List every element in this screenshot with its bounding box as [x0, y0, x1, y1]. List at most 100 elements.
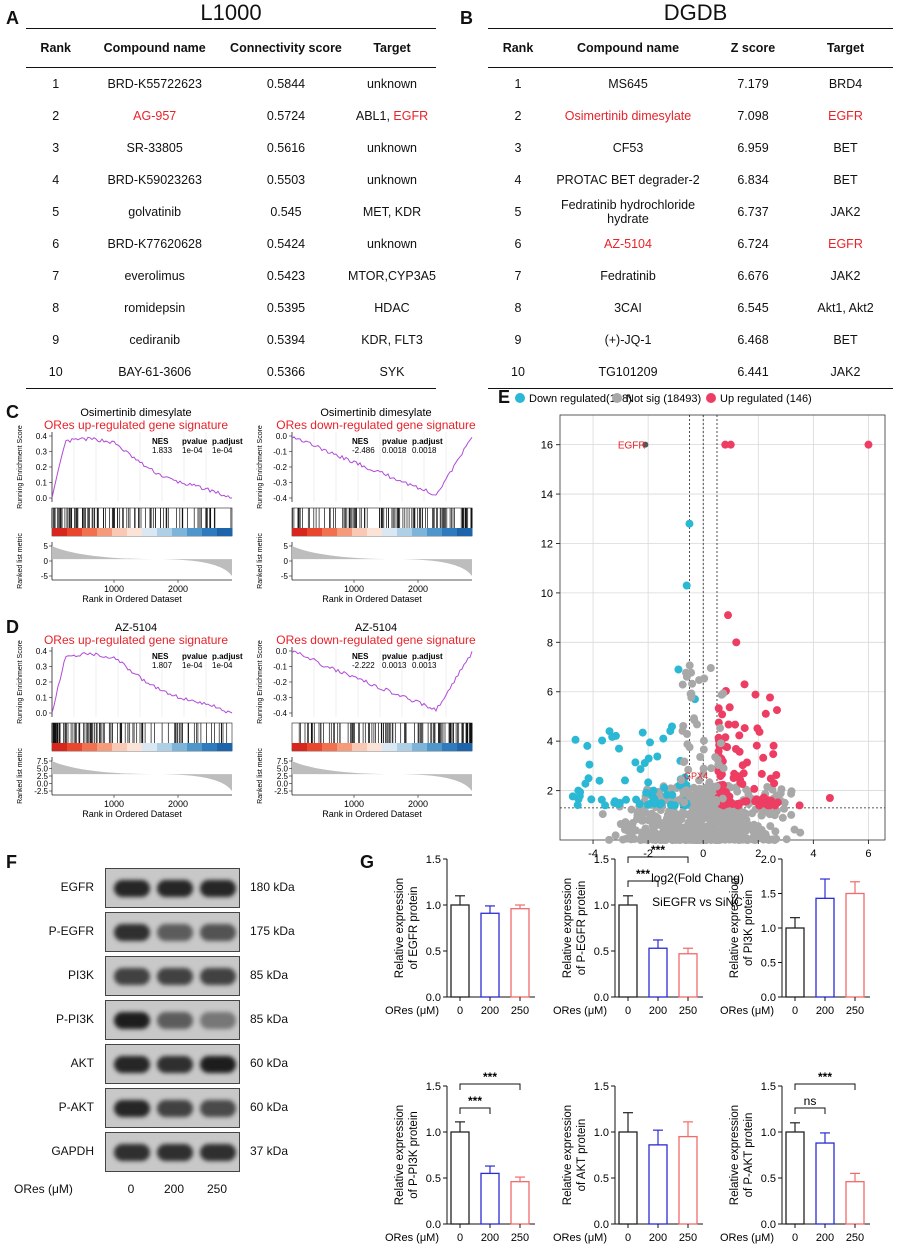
- protein-band: [200, 1144, 236, 1161]
- gsea-signature-title: ORes down-regulated gene signature: [276, 633, 476, 647]
- table-cell: 0.545: [270, 205, 302, 219]
- table-cell: 7: [514, 269, 522, 283]
- tick-label: 1.5: [594, 854, 609, 866]
- table-cell: 6.959: [737, 141, 769, 155]
- volcano-point: [611, 831, 620, 840]
- stat-value: 0.0018: [412, 446, 437, 455]
- enrichment-curve: [51, 652, 233, 714]
- tick-label: 250: [511, 1232, 529, 1244]
- tick-label: 250: [679, 1005, 697, 1017]
- volcano-point: [690, 714, 698, 723]
- bar-chart: 0.0 0.5 1.0 1.5 Relative expression of AKT pr…: [553, 1081, 703, 1244]
- stat-value: 1.833: [152, 446, 173, 455]
- volcano-point: [736, 775, 745, 784]
- tick-label: 0.0: [36, 709, 48, 718]
- volcano-point: [571, 735, 580, 744]
- tick-label: 1.5: [761, 889, 776, 901]
- sig-label: ***: [483, 1070, 497, 1084]
- volcano-point: [665, 817, 673, 826]
- bar-ylabel: Relative expression: [729, 878, 741, 978]
- table-row: 3 SR-33805 0.5616 unknown: [26, 132, 436, 164]
- volcano-point: [653, 752, 662, 761]
- volcano-point: [690, 830, 698, 839]
- rank-color-bar: [307, 743, 323, 751]
- volcano-point: [716, 724, 725, 733]
- table-cell: BET: [833, 141, 858, 155]
- rank-color-bar: [202, 528, 218, 536]
- gsea-xlabel: Rank in Ordered Dataset: [82, 594, 182, 604]
- protein-band: [114, 968, 150, 985]
- sig-bracket: [794, 1083, 856, 1090]
- table-cell: 10: [488, 356, 548, 389]
- stat-header: NES: [352, 437, 369, 446]
- volcano-point: [696, 753, 705, 761]
- volcano-point: [689, 816, 698, 824]
- blot-label: P-EGFR: [48, 924, 94, 938]
- table-cell: JAK2: [830, 269, 861, 283]
- table-cell: 7.098: [737, 109, 769, 123]
- volcano-point: [660, 783, 669, 792]
- tick-label: 1000: [344, 584, 364, 594]
- bar-xlabel: ORes (μM): [720, 1232, 774, 1244]
- table-cell: (+)-JQ-1: [604, 333, 652, 347]
- table-cell: MET, KDR: [362, 205, 422, 219]
- protein-band: [200, 924, 236, 941]
- volcano-point: [677, 835, 685, 844]
- volcano-point: [778, 813, 787, 822]
- volcano-point: [780, 804, 789, 813]
- volcano-point: [685, 519, 694, 528]
- blot-strip: [105, 912, 240, 952]
- rank-color-bar: [307, 528, 323, 536]
- volcano-point: [743, 758, 751, 767]
- rank-color-bar: [382, 528, 398, 536]
- tick-label: 2000: [408, 584, 428, 594]
- protein-band: [200, 1100, 236, 1117]
- volcano-point: [787, 810, 796, 819]
- tick-label: 8: [547, 637, 553, 649]
- gsea-drug-title: AZ-5104: [355, 622, 397, 634]
- bar-ylabel: of EGFR protein: [408, 886, 420, 969]
- rank-color-bar: [412, 743, 428, 751]
- volcano-point: [664, 810, 673, 818]
- bar-ylabel: of P-AKT protein: [743, 1113, 755, 1198]
- legend-label: Not sig (18493): [626, 393, 701, 405]
- tick-label: 0.5: [426, 946, 441, 958]
- volcano-point: [762, 833, 771, 842]
- rank-color-bar: [172, 528, 188, 536]
- rank-color-bar: [367, 743, 383, 751]
- rank-color-bar: [97, 528, 113, 536]
- table-cell: 1: [514, 77, 522, 91]
- volcano-point: [721, 733, 730, 742]
- volcano-point: [719, 689, 728, 698]
- bar: [480, 1172, 500, 1225]
- col-header: Target: [347, 28, 436, 68]
- volcano-point: [674, 810, 683, 819]
- table-row: 1 BRD-K55722623 0.5844 unknown: [26, 68, 436, 101]
- tick-label: -0.3: [273, 694, 287, 703]
- gsea-xlabel: Rank in Ordered Dataset: [322, 594, 422, 604]
- table-cell: JAK2: [798, 356, 893, 389]
- rank-color-bar: [97, 743, 113, 751]
- table-cell: 0.5366: [223, 356, 348, 389]
- tick-label: 7.5: [277, 757, 289, 766]
- table-cell: 0.5616: [266, 141, 306, 155]
- bar-xlabel: ORes (μM): [385, 1005, 439, 1017]
- tick-label: 0.0: [594, 992, 609, 1004]
- bar-xlabel: ORes (μM): [553, 1005, 607, 1017]
- protein-band: [157, 1144, 193, 1161]
- tick-label: 6: [547, 687, 553, 699]
- volcano-point: [733, 835, 742, 844]
- protein-band: [200, 968, 236, 985]
- tick-label: 0: [792, 1232, 798, 1244]
- volcano-point: [685, 661, 694, 670]
- table-row: 10 BAY-61-3606 0.5366 SYK: [26, 356, 436, 389]
- bar: [845, 892, 865, 998]
- gsea-ylabel: Running Enrichment Score: [257, 425, 264, 509]
- protein-band: [114, 1012, 150, 1029]
- tick-label: 2: [547, 786, 553, 798]
- tick-label: -0.1: [273, 663, 287, 672]
- tick-label: 2000: [168, 799, 188, 809]
